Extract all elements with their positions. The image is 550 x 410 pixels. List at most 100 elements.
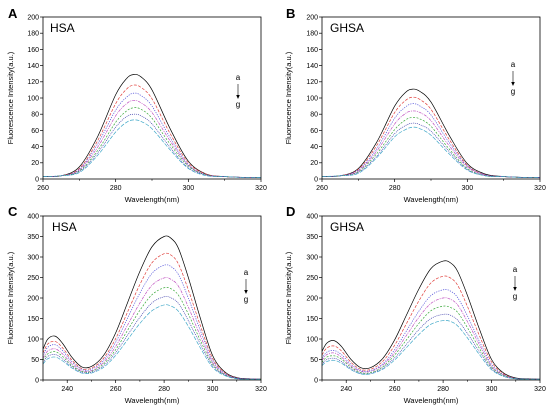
panel-a-ytick-label: 60	[31, 128, 39, 135]
panel-d-ytick-label: 250	[306, 275, 318, 282]
panel-c-series-f-line	[43, 296, 261, 380]
panel-a-ytick-label: 20	[31, 160, 39, 167]
panel-c-x-axis-title: Wavelength(nm)	[125, 396, 180, 405]
panel-b-plot-frame	[321, 16, 541, 180]
panel-a-series-f-line	[43, 113, 261, 178]
panel-b-arrow-end-label: g	[511, 87, 515, 96]
panel-d-xtick-label: 300	[486, 386, 498, 393]
panel-d: D 240 260 280 300 320 0 50 100 150 200 250 300 350 400…	[284, 204, 546, 405]
panel-a-y-axis-title: Fluorescence Intensity(a.u.)	[6, 51, 15, 144]
panel-a-arrow-end-label: g	[236, 100, 240, 109]
panel-b-ytick-label: 140	[306, 63, 318, 70]
panel-d-series-a-line	[322, 260, 540, 380]
panel-a-ytick-label: 200	[27, 14, 39, 21]
panel-a-series-a-line	[43, 74, 261, 178]
panel-a-ytick-label: 80	[31, 112, 39, 119]
panel-a-plot-frame	[42, 16, 262, 180]
panel-c-letter: C	[8, 204, 18, 219]
panel-a-ytick-label: 40	[31, 144, 39, 151]
panel-a-series-group	[43, 74, 261, 178]
panel-c: C 240 260 280 300 320 0 50 100 150 200 250 300 350 400…	[6, 204, 267, 405]
panel-b-xtick-label: 300	[461, 185, 473, 192]
panel-b-ytick-label: 180	[306, 31, 318, 38]
panel-b-series-f-line	[322, 122, 540, 178]
panel-c-xtick-label: 260	[110, 386, 122, 393]
panel-d-series-f-line	[322, 313, 540, 380]
panel-c-series-g-line	[43, 304, 261, 380]
panel-c-arrow-end-label: g	[244, 295, 248, 304]
panel-d-plot-frame	[321, 215, 541, 381]
panel-c-plot-frame	[42, 215, 262, 381]
panel-b-series-g-line	[322, 126, 540, 178]
panel-a-xtick-label: 300	[182, 185, 194, 192]
panel-b-letter: B	[286, 6, 295, 21]
panel-c-xtick-label: 320	[255, 386, 267, 393]
panel-c-xtick-label: 300	[207, 386, 219, 393]
panel-d-arrow-end-label: g	[513, 292, 517, 301]
panel-d-series-d-line	[322, 297, 540, 380]
panel-c-ytick-label: 400	[27, 213, 39, 220]
panel-c-ytick-label: 150	[27, 316, 39, 323]
panel-d-series-g-line	[322, 320, 540, 380]
panel-b-x-axis-title: Wavelength(nm)	[404, 195, 459, 204]
panel-b-series-e-line	[322, 117, 540, 178]
panel-b-xtick-label: 280	[389, 185, 401, 192]
panel-d-arrow-start-label: a	[513, 265, 518, 274]
panel-d-ytick-label: 150	[306, 316, 318, 323]
panel-c-protein-label: HSA	[52, 220, 77, 234]
panel-c-ytick-label: 300	[27, 254, 39, 261]
panel-b-xtick-label: 320	[534, 185, 546, 192]
panel-c-ytick-label: 350	[27, 234, 39, 241]
panel-c-series-c-line	[43, 264, 261, 380]
panel-a-xtick-label: 320	[255, 185, 267, 192]
panel-c-xtick-label: 280	[158, 386, 170, 393]
panel-a-protein-label: HSA	[50, 21, 75, 35]
panel-c-ytick-label: 50	[31, 357, 39, 364]
panel-b-series-c-line	[322, 103, 540, 178]
panel-b-ytick-label: 160	[306, 47, 318, 54]
panel-d-arrow-head	[513, 287, 517, 291]
panel-d-protein-label: GHSA	[330, 220, 364, 234]
panel-c-series-b-line	[43, 252, 261, 380]
panel-b-series-a-line	[322, 88, 540, 178]
panel-d-ytick-label: 300	[306, 254, 318, 261]
panel-c-arrow-head	[244, 290, 248, 294]
panel-d-ytick-label: 350	[306, 234, 318, 241]
panel-b-ytick-label: 60	[310, 128, 318, 135]
panel-b-series-b-line	[322, 96, 540, 178]
panel-c-y-axis-title: Fluorescence Intensity(a.u.)	[6, 251, 15, 344]
panel-d-y-axis-title: Fluorescence Intensity(a.u.)	[284, 251, 293, 344]
panel-c-series-group	[43, 235, 261, 380]
panel-b-arrow-start-label: a	[511, 60, 516, 69]
panel-d-ytick-label: 200	[306, 295, 318, 302]
panel-d-xtick-label: 260	[389, 386, 401, 393]
panel-a-xtick-label: 280	[110, 185, 122, 192]
panel-a-ytick-label: 160	[27, 47, 39, 54]
panel-b-ytick-label: 120	[306, 79, 318, 86]
panel-b-ytick-label: 40	[310, 144, 318, 151]
panel-a-ytick-label: 140	[27, 63, 39, 70]
panel-d-ytick-label: 400	[306, 213, 318, 220]
panel-a-arrow-head	[236, 95, 240, 99]
panel-c-ytick-label: 250	[27, 275, 39, 282]
panel-a-series-e-line	[43, 107, 261, 178]
panel-c-ytick-label: 200	[27, 295, 39, 302]
panel-d-letter: D	[286, 204, 295, 219]
panel-a-ytick-label: 180	[27, 31, 39, 38]
panel-b-protein-label: GHSA	[330, 21, 364, 35]
panel-c-ytick-label: 100	[27, 336, 39, 343]
panel-a-ytick-label: 0	[35, 176, 39, 183]
panel-b-xtick-label: 260	[316, 185, 328, 192]
panel-b-series-d-line	[322, 110, 540, 178]
panel-d-series-group	[322, 260, 540, 380]
panel-a-series-g-line	[43, 119, 261, 178]
panel-a-xtick-label: 260	[37, 185, 49, 192]
panel-d-ytick-label: 0	[314, 377, 318, 384]
panel-d-xtick-label: 240	[340, 386, 352, 393]
panel-d-x-axis-title: Wavelength(nm)	[404, 396, 459, 405]
panel-a-series-b-line	[43, 84, 261, 178]
panel-c-ytick-label: 0	[35, 377, 39, 384]
panel-d-series-c-line	[322, 289, 540, 380]
panel-c-series-d-line	[43, 277, 261, 380]
panel-b-ytick-label: 100	[306, 95, 318, 102]
